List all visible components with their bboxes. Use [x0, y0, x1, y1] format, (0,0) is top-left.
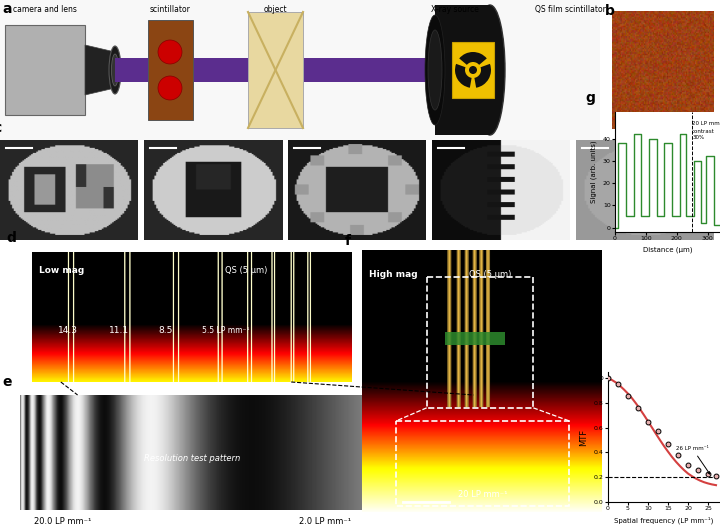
- Text: Resolution test pattern: Resolution test pattern: [145, 454, 240, 463]
- Ellipse shape: [428, 30, 442, 110]
- Text: 20.0 LP mm⁻¹: 20.0 LP mm⁻¹: [34, 517, 91, 526]
- Text: f: f: [345, 234, 351, 248]
- Y-axis label: MTF: MTF: [580, 428, 588, 446]
- Text: 20 LP mm⁻¹: 20 LP mm⁻¹: [458, 490, 508, 499]
- Text: b: b: [606, 4, 615, 18]
- Bar: [452, 42, 494, 98]
- Text: High mag: High mag: [369, 270, 418, 279]
- Bar: [148, 20, 193, 120]
- Text: QS (5 μm): QS (5 μm): [225, 266, 267, 275]
- Ellipse shape: [429, 58, 441, 82]
- Text: 8.5: 8.5: [158, 326, 173, 335]
- Text: d: d: [6, 231, 17, 245]
- Wedge shape: [459, 52, 487, 65]
- Text: c: c: [0, 121, 1, 135]
- Text: 2.0 LP mm⁻¹: 2.0 LP mm⁻¹: [299, 517, 351, 526]
- Text: a: a: [2, 2, 12, 16]
- Text: QS film scintillator: QS film scintillator: [534, 5, 606, 14]
- Ellipse shape: [425, 15, 445, 125]
- Text: 11.1: 11.1: [109, 326, 130, 335]
- X-axis label: Spatial frequency (LP mm⁻¹): Spatial frequency (LP mm⁻¹): [614, 517, 714, 524]
- Text: scintillator: scintillator: [150, 5, 190, 14]
- Bar: [446, 332, 505, 345]
- Text: X-ray source: X-ray source: [431, 5, 479, 14]
- Text: 26 LP mm⁻¹: 26 LP mm⁻¹: [676, 446, 710, 474]
- Bar: [5, 25, 85, 115]
- Wedge shape: [455, 64, 472, 88]
- Bar: [427, 277, 534, 408]
- Text: e: e: [3, 375, 12, 389]
- Y-axis label: Signal (arb. units): Signal (arb. units): [591, 140, 598, 204]
- Ellipse shape: [109, 46, 121, 94]
- Polygon shape: [85, 45, 115, 95]
- Bar: [115, 58, 435, 82]
- Text: QS (5 μm): QS (5 μm): [469, 270, 512, 279]
- Text: 20 LP mm⁻¹: 20 LP mm⁻¹: [692, 121, 720, 126]
- Ellipse shape: [475, 5, 505, 135]
- Ellipse shape: [112, 54, 119, 86]
- Wedge shape: [474, 64, 491, 88]
- Text: camera and lens: camera and lens: [13, 5, 77, 14]
- X-axis label: Distance (μm): Distance (μm): [643, 247, 692, 253]
- Text: 5.5 LP mm⁻¹: 5.5 LP mm⁻¹: [202, 326, 249, 335]
- Text: object: object: [264, 5, 287, 14]
- Text: h: h: [577, 351, 587, 365]
- Text: Low mag: Low mag: [39, 266, 84, 275]
- Circle shape: [158, 76, 182, 100]
- Text: 14.3: 14.3: [58, 326, 78, 335]
- Text: contrast
30%: contrast 30%: [692, 129, 715, 140]
- Text: g: g: [585, 91, 595, 105]
- Circle shape: [469, 66, 477, 74]
- Bar: [396, 421, 570, 506]
- Circle shape: [158, 40, 182, 64]
- Bar: [435, 5, 490, 135]
- Bar: [248, 12, 303, 128]
